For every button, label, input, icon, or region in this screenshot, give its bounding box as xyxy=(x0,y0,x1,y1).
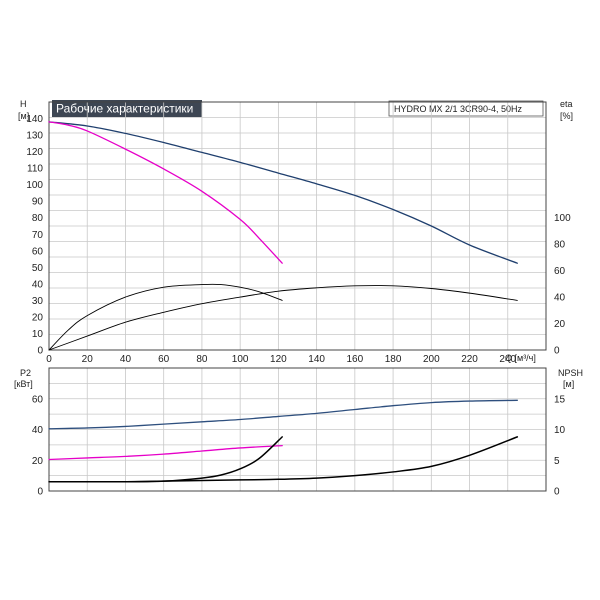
y2-tick-label: 10 xyxy=(554,425,566,436)
series-line-top-3 xyxy=(48,285,518,351)
y-tick-label: 70 xyxy=(32,230,44,241)
top-right-axis-label: eta xyxy=(560,99,573,109)
title-box xyxy=(52,100,202,117)
model-label: HYDRO MX 2/1 3CR90-4, 50Hz xyxy=(394,104,523,114)
series-line-bottom-2 xyxy=(48,436,283,483)
x-tick-label: 60 xyxy=(158,354,170,365)
y-tick-label: 50 xyxy=(32,263,44,274)
x-tick-label: 80 xyxy=(196,354,208,365)
y-tick-label: 100 xyxy=(26,180,43,191)
x-tick-label: 40 xyxy=(120,354,132,365)
y2-tick-label: 100 xyxy=(554,213,571,224)
y2-tick-label: 15 xyxy=(554,394,566,405)
plot-frame xyxy=(48,101,547,351)
bottom-left-axis-unit: [кВт] xyxy=(14,379,33,389)
series-line-bottom-3 xyxy=(124,436,519,483)
y2-tick-label: 20 xyxy=(554,319,566,330)
bottom-right-axis-label: NPSH xyxy=(558,368,583,378)
y2-tick-label: 80 xyxy=(554,240,566,251)
y-tick-label: 20 xyxy=(32,456,44,467)
chart-title: Рабочие характеристики xyxy=(56,102,193,116)
x-axis-label: Q [м³/ч] xyxy=(505,353,536,363)
y-tick-label: 0 xyxy=(37,346,43,357)
x-tick-label: 200 xyxy=(423,354,440,365)
x-tick-label: 180 xyxy=(385,354,402,365)
series-line-top-2 xyxy=(48,283,283,351)
y-tick-label: 40 xyxy=(32,425,44,436)
top-right-axis-unit: [%] xyxy=(560,111,573,121)
y-tick-label: 60 xyxy=(32,394,44,405)
x-tick-label: 0 xyxy=(46,354,52,365)
series-line-bottom-1 xyxy=(48,444,283,461)
x-tick-label: 240 xyxy=(499,354,516,365)
y2-tick-label: 0 xyxy=(554,346,560,357)
series-line-top-0 xyxy=(48,121,518,264)
y2-tick-label: 40 xyxy=(554,293,566,304)
series-line-top-1 xyxy=(48,121,283,264)
y2-tick-label: 60 xyxy=(554,266,566,277)
y-tick-label: 0 xyxy=(37,487,43,498)
power-npsh-panel: 0 20 40 60 0 5 10 15 xyxy=(32,367,566,498)
x-tick-label: 100 xyxy=(232,354,249,365)
y-tick-label: 20 xyxy=(32,312,44,323)
y-tick-label: 110 xyxy=(27,164,43,175)
y-tick-label: 60 xyxy=(32,246,44,257)
top-left-axis-label: H xyxy=(20,99,27,109)
y-tick-label: 120 xyxy=(26,147,43,158)
y-tick-label: 40 xyxy=(32,279,44,290)
x-tick-label: 120 xyxy=(270,354,287,365)
y-tick-label: 10 xyxy=(32,329,44,340)
y-tick-label: 130 xyxy=(26,131,43,142)
x-tick-label: 20 xyxy=(82,354,94,365)
bottom-left-axis-label: P2 xyxy=(20,368,31,378)
y-tick-label: 140 xyxy=(26,114,43,125)
y2-tick-label: 5 xyxy=(554,456,560,467)
plot-frame xyxy=(48,367,547,492)
bottom-right-axis-unit: [м] xyxy=(563,379,574,389)
x-tick-label: 140 xyxy=(308,354,325,365)
y-tick-label: 30 xyxy=(32,296,44,307)
y-tick-label: 80 xyxy=(32,213,44,224)
x-tick-label: 220 xyxy=(461,354,478,365)
model-box xyxy=(388,100,544,117)
head-efficiency-panel: 0 10 20 30 40 50 60 70 80 90 100 110 120 130 140 0 20 40 6… xyxy=(26,101,571,365)
series-line-bottom-0 xyxy=(48,399,518,430)
y2-tick-label: 0 xyxy=(554,487,560,498)
y-tick-label: 90 xyxy=(32,197,44,208)
x-tick-label: 160 xyxy=(347,354,364,365)
top-left-axis-unit: [м] xyxy=(18,111,29,121)
